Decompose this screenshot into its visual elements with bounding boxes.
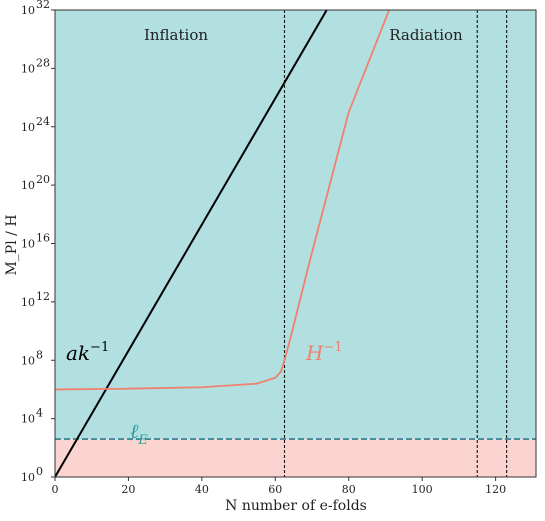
vertical-markers [283, 10, 508, 477]
y-tick-label-12: 10 [21, 296, 35, 309]
y-tick-exp-12: 12 [36, 290, 50, 303]
x-tick-label-60: 60 [268, 483, 282, 496]
region-label-inflation: Inflation [144, 26, 208, 44]
y-tick-label-24: 10 [21, 121, 35, 134]
x-tick-label-0: 0 [52, 483, 59, 496]
curves [55, 10, 390, 477]
y-tick-label-4: 10 [21, 413, 35, 426]
y-tick-exp-16: 16 [36, 232, 50, 245]
y-axis-label: M_Pl / H [4, 214, 20, 275]
y-tick-exp-8: 8 [36, 348, 43, 361]
h-curve-label: H−1 [305, 340, 343, 365]
y-tick-label-32: 10 [21, 4, 35, 17]
x-tick-label-100: 100 [412, 483, 433, 496]
y-tick-exp-24: 24 [36, 115, 50, 128]
y-tick-label-20: 10 [21, 179, 35, 192]
x-tick-label-120: 120 [485, 483, 506, 496]
ak-label-exp: −1 [90, 340, 109, 355]
x-tick-label-40: 40 [195, 483, 209, 496]
ell-e-base: ℓ [130, 419, 139, 443]
h-label-base: H [305, 341, 324, 365]
y-tick-exp-20: 20 [36, 173, 50, 186]
series-line-1 [55, 10, 390, 391]
x-axis-label: N number of e-folds [225, 498, 367, 514]
region-lower-fill [55, 439, 536, 477]
y-tick-exp-28: 28 [36, 56, 50, 69]
ell-e-label: ℓE [130, 419, 148, 448]
h-label-exp: −1 [323, 340, 342, 355]
ell-e-sub: E [137, 433, 148, 448]
y-tick-label-16: 10 [21, 238, 35, 251]
x-tick-label-20: 20 [121, 483, 135, 496]
region-upper-fill [55, 10, 536, 440]
y-tick-label-0: 10 [21, 471, 35, 484]
plot-background [55, 10, 536, 477]
region-label-radiation: Radiation [389, 26, 463, 44]
series-line-0 [55, 10, 328, 477]
ak-curve-label: ak−1 [66, 340, 109, 365]
y-tick-exp-0: 0 [36, 465, 43, 478]
y-tick-label-8: 10 [21, 354, 35, 367]
y-tick-exp-4: 4 [36, 407, 43, 420]
y-tick-label-28: 10 [21, 62, 35, 75]
y-tick-exp-32: 32 [36, 0, 50, 11]
ak-label-base: ak [66, 341, 90, 365]
x-tick-label-80: 80 [342, 483, 356, 496]
